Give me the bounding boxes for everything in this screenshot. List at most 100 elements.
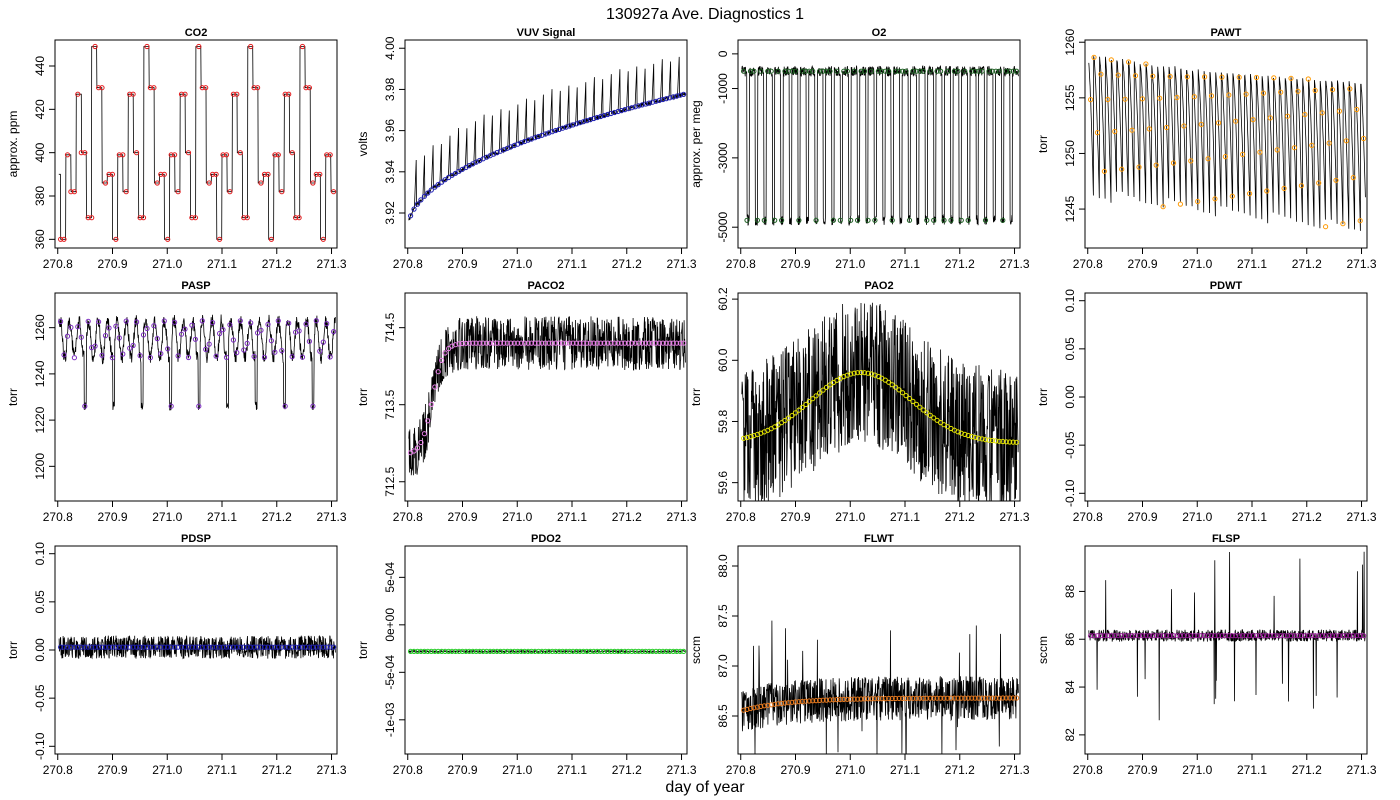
average-point (879, 68, 885, 74)
average-point (910, 695, 916, 701)
panel-title: PASP (181, 280, 210, 292)
average-point (528, 648, 535, 655)
average-point (806, 68, 812, 74)
average-point (1003, 439, 1009, 445)
average-point (553, 340, 559, 346)
average-point (615, 340, 621, 346)
average-point (584, 648, 590, 655)
average-point (501, 340, 507, 346)
average-point (962, 68, 968, 74)
average-point (261, 644, 268, 650)
average-point (893, 68, 899, 74)
average-point (535, 648, 542, 655)
average-point (1260, 90, 1267, 96)
average-point (591, 648, 597, 655)
x-tick-label: 271.3 (667, 510, 697, 524)
average-point (515, 648, 521, 655)
average-point (102, 644, 109, 650)
average-point (168, 152, 174, 158)
y-axis-label: sccm (1036, 636, 1050, 664)
panel-grid: CO2 approx. ppm 270.8 270.9 271.0 271.1 271.2 2… (6, 27, 1377, 777)
average-point (109, 171, 116, 177)
average-point (913, 68, 920, 74)
y-axis-label: approx. ppm (6, 111, 20, 178)
average-point (106, 171, 112, 177)
average-point (508, 648, 514, 655)
average-point (677, 340, 683, 346)
average-point (317, 348, 323, 354)
average-point (1160, 633, 1166, 639)
series-trace (1088, 56, 1366, 231)
average-point (310, 644, 316, 650)
average-point (299, 43, 306, 50)
average-point (1336, 108, 1343, 114)
average-point (64, 333, 71, 339)
average-point (178, 644, 185, 650)
average-point (841, 68, 847, 74)
average-point (144, 325, 150, 332)
average-point (900, 68, 906, 74)
average-point (265, 644, 271, 650)
average-point (636, 648, 642, 655)
average-point (924, 410, 930, 416)
average-point (428, 187, 434, 193)
average-point (96, 644, 102, 650)
average-point (279, 189, 285, 195)
average-point (217, 330, 223, 337)
average-point (99, 352, 105, 358)
y-tick-label: 0.00 (1063, 385, 1077, 409)
average-point (1212, 633, 1218, 639)
average-point (175, 189, 181, 195)
average-point (972, 68, 978, 74)
average-point (435, 182, 441, 188)
average-point (1184, 74, 1190, 80)
average-point (217, 236, 223, 242)
average-point (608, 340, 614, 346)
average-point (1150, 633, 1156, 639)
average-point (459, 648, 465, 655)
average-point (1003, 68, 1009, 74)
average-point (1264, 188, 1270, 194)
average-point (542, 648, 549, 655)
average-point (744, 706, 750, 713)
average-point (868, 696, 875, 702)
x-tick-label: 271.2 (1292, 763, 1322, 777)
average-point (78, 644, 84, 650)
average-point (175, 353, 181, 359)
average-point (317, 171, 323, 177)
x-tick-label: 271.0 (152, 763, 182, 777)
average-point (123, 318, 129, 324)
average-point (494, 648, 500, 655)
average-point (272, 349, 278, 355)
average-point (439, 357, 445, 363)
average-point (848, 696, 854, 702)
average-point (632, 340, 638, 346)
average-point (1160, 204, 1166, 210)
average-point (803, 698, 809, 704)
average-point (1143, 61, 1149, 67)
average-point (1167, 73, 1173, 80)
average-point (1091, 633, 1097, 639)
x-tick-label: 271.1 (207, 510, 237, 524)
average-point (1219, 633, 1225, 639)
average-point (982, 437, 989, 443)
average-point (116, 335, 122, 341)
average-point (844, 696, 850, 702)
average-point (779, 700, 785, 707)
average-point (903, 393, 909, 399)
average-point (803, 401, 809, 408)
average-point (758, 703, 764, 710)
average-point (1260, 633, 1267, 639)
average-point (210, 171, 216, 177)
average-point (411, 648, 417, 655)
average-point (817, 68, 823, 74)
average-point (473, 340, 479, 346)
average-point (1153, 633, 1159, 639)
panel-pdo2: PDO2 torr 270.8 270.9 271.0 271.1 271.2 271.3 -1… (356, 533, 697, 777)
x-tick-label: 271.3 (1000, 510, 1030, 524)
panel-title: PAO2 (864, 280, 893, 292)
average-point (473, 648, 479, 655)
panel-paco2: PACO2 torr 270.8 270.9 271.0 271.1 271.2 271.3 7… (356, 280, 697, 524)
average-point (203, 644, 209, 650)
average-point (670, 340, 676, 346)
